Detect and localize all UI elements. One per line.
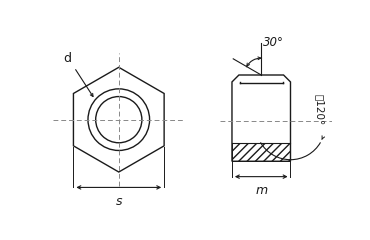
- Text: m: m: [255, 184, 267, 197]
- Text: 30°: 30°: [263, 36, 284, 49]
- Text: 約120°: 約120°: [315, 94, 325, 125]
- Text: s: s: [115, 195, 122, 208]
- Text: d: d: [63, 52, 71, 65]
